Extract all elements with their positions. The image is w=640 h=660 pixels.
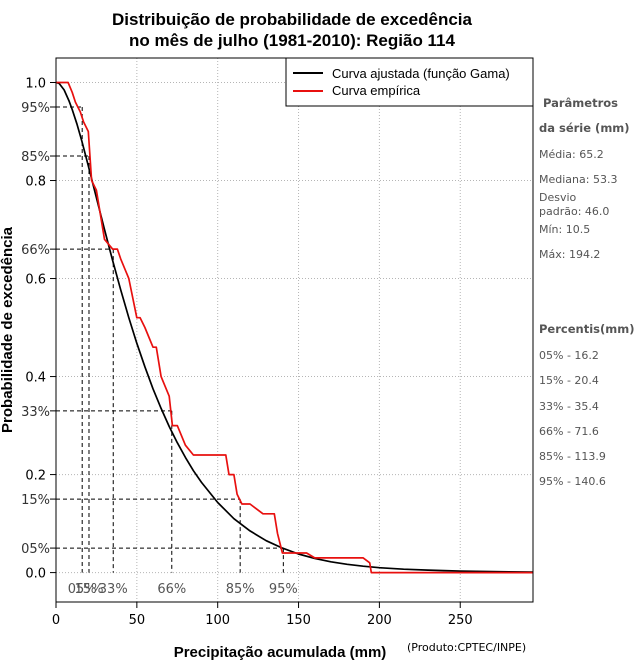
y-tick-label: 1.0 [25,77,46,92]
param-media: Média: 65.2 [539,148,604,161]
x-tick-label: 50 [129,613,146,628]
y-pct-tick-label: 66% [21,243,50,258]
x-tick-label: 100 [205,613,230,628]
credit-text: (Produto:CPTEC/INPE) [407,641,526,654]
x-tick-label: 200 [367,613,392,628]
param-min: Mín: 10.5 [539,223,591,236]
percentile-labels: 05%15%33% 66% 85% 95% [68,582,298,597]
fitted-gamma-curve [55,81,534,573]
percentile-label: 15% [75,582,104,597]
legend-label-empirical: Curva empírica [332,83,421,98]
grid [55,58,533,602]
y-tick-label: 0.0 [25,567,46,582]
percentis-header: Percentis(mm) [539,322,635,336]
empirical-curve [56,81,533,574]
y-axis: 1.0 0.8 0.6 0.4 0.2 0.0 95% 85% 66% 33% 15% 05% [21,77,56,582]
y-pct-tick-label: 33% [21,405,50,420]
percentil-95: 95% - 140.6 [539,475,606,488]
plot-frame [55,57,534,603]
x-tick-label: 0 [52,613,60,628]
param-desvio-2: padrão: 46.0 [539,205,610,218]
param-mediana: Mediana: 53.3 [539,173,618,186]
x-axis: 0 50 100 150 200 250 [52,602,473,628]
y-tick-label: 0.6 [25,273,46,288]
x-tick-label: 150 [286,613,311,628]
chart-title-line2: no mês de julho (1981-2010): Região 114 [129,31,456,50]
y-tick-label: 0.8 [25,175,46,190]
percentil-33: 33% - 35.4 [539,400,599,413]
percentil-05: 05% - 16.2 [539,349,599,362]
chart-title-line1: Distribuição de probabilidade de excedên… [112,10,472,29]
percentile-label: 95% [269,582,298,597]
params-header: Parâmetros [543,96,619,110]
y-pct-tick-label: 05% [21,542,50,557]
param-desvio-1: Desvio [539,191,577,204]
percentile-label: 05% [68,582,97,597]
percentile-guides [56,106,284,573]
percentil-15: 15% - 20.4 [539,374,599,387]
y-axis-title: Probabilidade de excedência [0,226,16,433]
x-axis-title: Precipitação acumulada (mm) [174,644,387,660]
y-tick-label: 0.2 [25,469,46,484]
legend: Curva ajustada (função Gama) Curva empír… [285,57,534,107]
percentil-85: 85% - 113.9 [539,450,606,463]
percentile-label: 66% [157,582,186,597]
y-pct-tick-label: 85% [21,150,50,165]
legend-box [285,57,534,107]
x-tick-label: 250 [448,613,473,628]
params-header-2: da série (mm) [539,121,630,135]
param-max: Máx: 194.2 [539,248,601,261]
legend-label-fitted: Curva ajustada (função Gama) [332,66,510,81]
y-pct-tick-label: 95% [21,101,50,116]
percentile-label: 33% [99,582,128,597]
y-tick-label: 0.4 [25,371,46,386]
percentil-66: 66% - 71.6 [539,425,599,438]
percentile-label: 85% [226,582,255,597]
series-lines [55,81,534,574]
y-pct-tick-label: 15% [21,493,50,508]
